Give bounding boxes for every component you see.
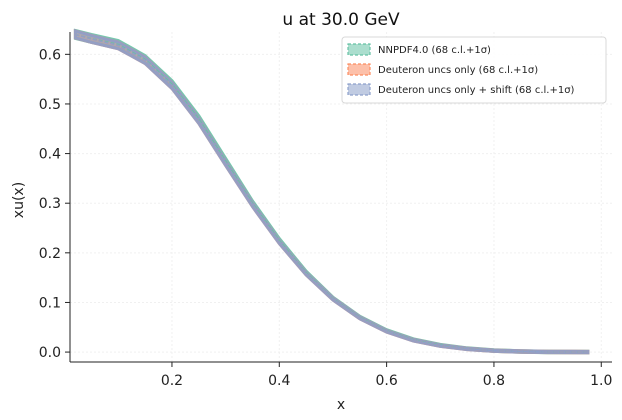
series-line-2 [75,33,588,353]
legend-swatch-2 [347,83,371,96]
x-tick-label-4: 1.0 [590,373,612,389]
x-tick-label-2: 0.6 [375,373,397,389]
legend-label-1: Deuteron uncs only (68 c.l.+1σ) [378,65,538,76]
y-tick-label-6: 0.6 [39,47,61,63]
x-tick-label-3: 0.8 [483,373,505,389]
chart-title: u at 30.0 GeV [282,10,400,30]
y-tick-label-4: 0.4 [39,147,61,163]
x-tick-label-0: 0.2 [161,373,183,389]
series-lines [75,33,588,353]
legend: NNPDF4.0 (68 c.l.+1σ) Deuteron uncs only … [341,36,607,104]
y-tick-label-2: 0.2 [39,246,61,262]
legend-box [341,36,607,104]
y-tick-label-1: 0.1 [39,295,61,311]
grid [70,32,612,362]
ticks: 0.2 0.4 0.6 0.8 1.0 0.0 0.1 0.2 0.3 0.4 0.5 0.6 [39,47,613,389]
x-axis-label: x [337,397,345,413]
legend-swatch-1 [347,63,371,76]
y-tick-label-0: 0.0 [39,345,61,361]
legend-label-0: NNPDF4.0 (68 c.l.+1σ) [378,45,491,56]
y-tick-label-5: 0.5 [39,97,61,113]
legend-label-2: Deuteron uncs only + shift (68 c.l.+1σ) [378,85,575,96]
axes [69,32,612,363]
y-axis-label: xu(x) [11,182,27,218]
legend-swatch-0 [347,43,371,56]
y-tick-label-3: 0.3 [39,196,61,212]
x-tick-label-1: 0.4 [268,373,290,389]
